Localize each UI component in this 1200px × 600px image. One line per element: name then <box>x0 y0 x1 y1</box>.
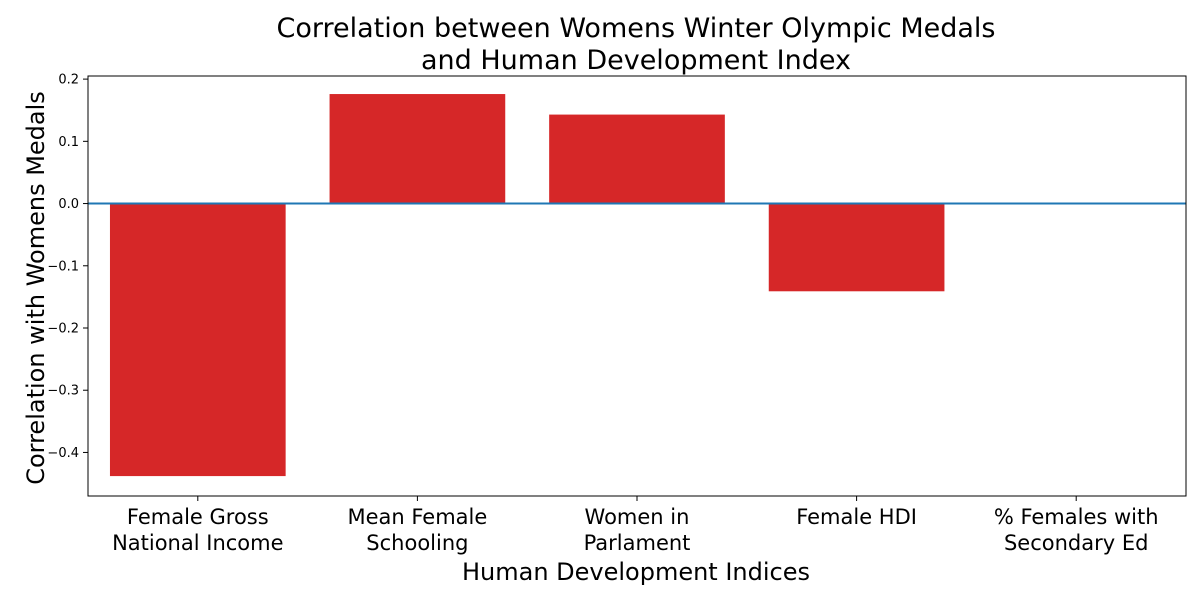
bar-0 <box>109 203 286 477</box>
chart-title-line-1: Correlation between Womens Winter Olympi… <box>277 13 996 44</box>
y-tick-label: −0.1 <box>47 259 79 274</box>
bars-group <box>109 94 945 477</box>
x-tick-label: Mean Female Schooling <box>347 505 487 555</box>
x-tick-label: Women in Parlament <box>584 505 691 555</box>
bar-1 <box>329 94 506 204</box>
y-tick-label: −0.3 <box>47 384 79 399</box>
bar-3 <box>768 203 945 292</box>
x-tick-label: Female Gross National Income <box>112 505 283 555</box>
x-tick-label: Female HDI <box>796 505 917 529</box>
x-tick-label: % Females with Secondary Ed <box>994 505 1159 555</box>
y-axis-label: Correlation with Womens Medals <box>22 91 50 485</box>
y-tick-label: 0.1 <box>58 135 79 150</box>
x-axis-ticks: Female Gross National Income Mean Female Sc… <box>112 496 1159 555</box>
chart-title-line-2: and Human Development Index <box>421 45 851 76</box>
bar-2 <box>549 114 725 204</box>
y-axis-ticks: 0.2 0.1 0.0 −0.1 −0.2 −0.3 −0.4 <box>47 73 88 461</box>
x-axis-label: Human Development Indices <box>462 558 810 586</box>
chart-title: Correlation between Womens Winter Olympi… <box>277 13 996 76</box>
y-tick-label: 0.0 <box>58 197 79 212</box>
y-tick-label: 0.2 <box>58 73 79 88</box>
y-tick-label: −0.2 <box>47 322 79 337</box>
y-tick-label: −0.4 <box>47 446 79 461</box>
